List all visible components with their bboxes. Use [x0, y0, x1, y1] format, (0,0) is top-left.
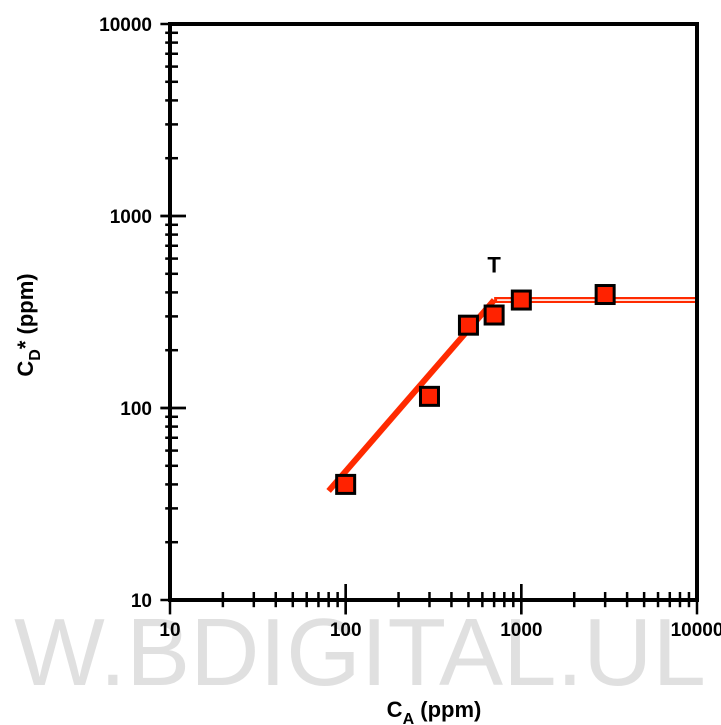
y-axis-label: CD* (ppm) — [13, 273, 44, 376]
data-points — [335, 284, 616, 495]
y-tick-label: 1000 — [110, 207, 152, 228]
annotations: T — [487, 252, 501, 277]
data-point — [483, 304, 505, 326]
watermark-text: W.BDIGITAL.UL — [14, 599, 706, 706]
data-point — [594, 284, 616, 306]
y-tick-label: 10 — [131, 591, 152, 612]
y-tick-label: 100 — [120, 399, 152, 420]
x-tick-label: 10 — [159, 620, 180, 641]
data-point — [418, 385, 440, 407]
x-axis-label: CA (ppm) — [387, 697, 482, 725]
plot-frame — [168, 22, 699, 602]
tick-labels: 10 100 1000 10000 10 100 1000 10000 — [99, 15, 721, 641]
x-tick-label: 1000 — [500, 620, 542, 641]
data-point — [457, 314, 479, 336]
data-point — [335, 473, 357, 495]
x-tick-label: 100 — [330, 620, 362, 641]
x-tick-label: 10000 — [671, 620, 721, 641]
axis-ticks — [160, 22, 699, 615]
data-point — [510, 289, 532, 311]
fit-lines — [326, 297, 697, 493]
annotation-label: T — [487, 252, 501, 277]
y-tick-label: 10000 — [99, 15, 152, 36]
